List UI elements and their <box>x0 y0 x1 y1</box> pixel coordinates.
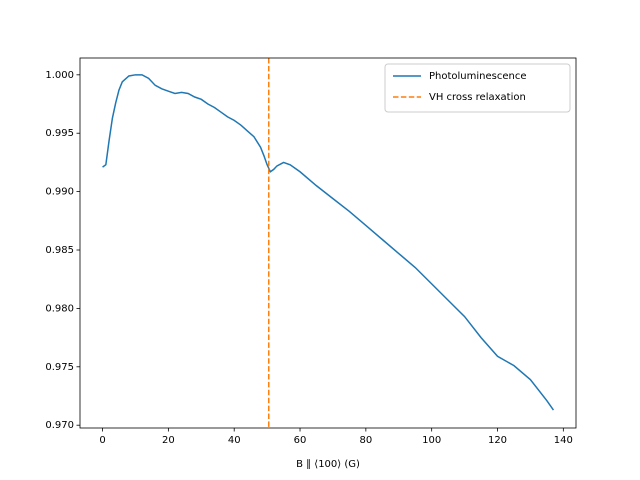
x-tick-label: 140 <box>554 435 573 446</box>
x-tick-label: 40 <box>228 435 241 446</box>
axes-frame <box>79 57 577 429</box>
y-tick-label: 0.970 <box>45 420 74 431</box>
x-tick-label: 60 <box>294 435 307 446</box>
legend-label: Photoluminescence <box>429 71 527 82</box>
x-tick-label: 0 <box>99 435 105 446</box>
legend-box <box>384 63 571 113</box>
y-tick-label: 0.985 <box>45 245 74 256</box>
y-tick-label: 0.980 <box>45 303 74 314</box>
x-tick-label: 120 <box>488 435 507 446</box>
data-line <box>102 74 555 411</box>
y-tick-label: 1.000 <box>45 70 74 81</box>
x-tick-label: 100 <box>422 435 441 446</box>
x-tick-label: 20 <box>162 435 175 446</box>
y-tick-label: 0.995 <box>45 128 74 139</box>
y-tick-label: 0.990 <box>45 187 74 198</box>
x-axis-label: B ∥ ⟨100⟩ (G) <box>296 459 360 470</box>
legend-label: VH cross relaxation <box>429 92 526 103</box>
x-tick-label: 80 <box>359 435 372 446</box>
y-tick-label: 0.975 <box>45 362 74 373</box>
